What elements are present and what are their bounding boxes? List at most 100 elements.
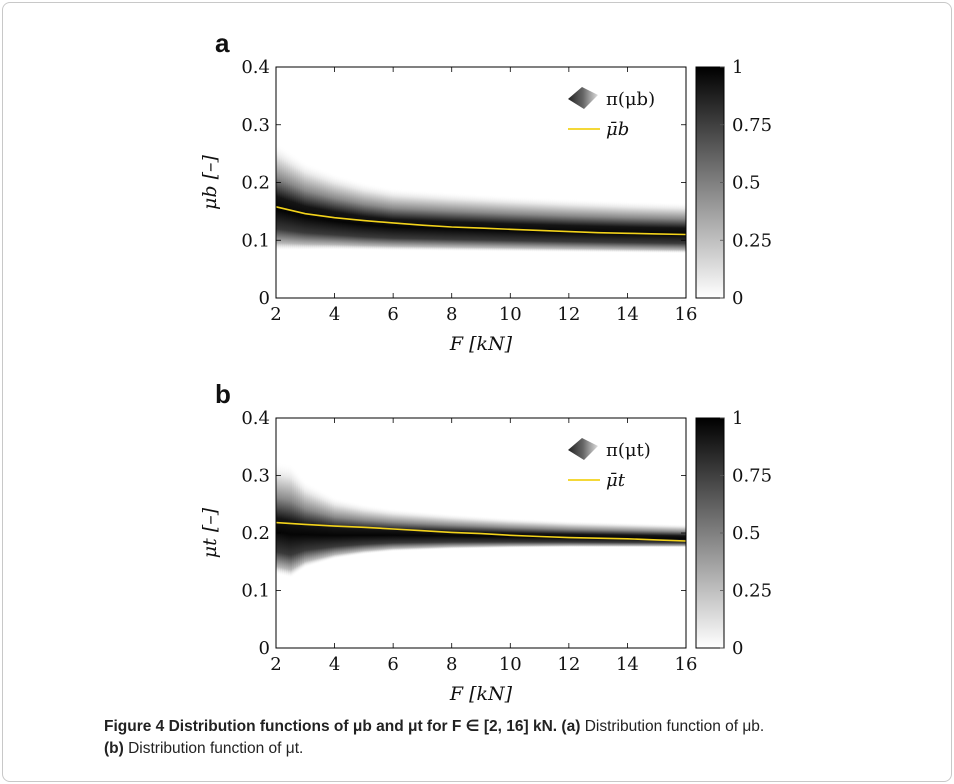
density-strip [380,506,383,553]
density-strip [320,489,323,563]
density-strip [530,519,533,548]
density-strip [392,508,395,552]
density-strip [492,516,495,549]
density-strip [364,504,367,555]
density-strip [676,524,679,548]
density-strip [322,490,325,563]
x-tick-label: 10 [499,304,522,325]
density-strip [556,520,559,548]
caption-label: Figure 4 [104,718,165,735]
density-strip [298,157,301,251]
density-strip [394,188,397,251]
density-strip [600,521,603,548]
density-strip [554,197,557,253]
density-strip [390,187,393,251]
density-strip [308,163,311,251]
density-strip [342,176,345,251]
density-strip [478,193,481,252]
density-strip [276,142,279,251]
density-strip [684,202,687,254]
density-strip [666,202,669,254]
density-strip [282,462,285,577]
colorbar-tick-label: 0.5 [732,173,761,194]
density-strip [556,198,559,253]
density-strip [378,506,381,553]
density-strip [384,186,387,251]
density-strip [612,200,615,253]
density-strip [546,197,549,253]
density-strip [528,196,531,252]
density-strip [574,521,577,548]
density-strip [532,519,535,548]
density-strip [666,523,669,548]
density-strip [608,522,611,548]
density-strip [456,192,459,252]
density-strip [536,519,539,548]
y-axis-label: μt [–] [199,507,221,558]
x-tick-label: 8 [446,304,457,325]
density-strip [640,523,643,548]
density-strip [302,160,305,251]
density-strip [566,198,569,253]
density-strip [348,500,351,557]
density-strip [374,506,377,554]
density-strip [392,188,395,251]
y-tick-label: 0 [259,288,270,309]
density-strip [436,191,439,252]
density-strip [572,198,575,253]
density-strip [500,517,503,549]
density-strip [542,519,545,548]
density-strip [440,191,443,252]
density-strip [508,517,511,548]
x-tick-label: 2 [270,304,281,325]
panel-label: a [215,28,230,58]
density-strip [514,196,517,252]
density-strip [610,522,613,548]
density-strip [480,194,483,252]
panel-label: b [215,379,231,409]
density-strip [584,521,587,548]
density-strip [368,505,371,554]
density-strip [358,181,361,251]
density-strip [648,523,651,548]
density-strip [280,145,283,251]
density-strip [508,195,511,252]
colorbar [695,66,725,299]
y-tick-label: 0.1 [241,230,270,251]
density-strip [602,200,605,253]
density-strip [374,184,377,251]
density-strip [568,520,571,548]
density-strip [644,201,647,254]
density-strip [668,523,671,548]
density-strip [318,167,321,251]
density-strip [622,200,625,253]
density-strip [294,469,297,575]
density-strip [654,523,657,548]
density-strip [658,201,661,254]
density-strip [290,152,293,251]
density-strip [672,202,675,254]
density-strip [290,464,293,578]
density-strip [328,171,331,251]
density-strip [482,516,485,549]
density-strip [398,509,401,552]
density-strip [388,508,391,552]
density-strip [676,202,679,254]
density-strip [288,151,291,251]
density-strip [634,522,637,548]
density-strip [344,499,347,558]
density-strip [438,191,441,252]
density-strip [332,173,335,251]
density-strip [626,200,629,253]
density-strip [396,188,399,251]
density-strip [320,168,323,251]
density-strip [326,170,329,251]
density-strip [598,521,601,548]
x-axis-label: F [kN] [449,683,513,705]
density-strip [510,195,513,252]
density-strip [538,197,541,253]
density-strip [544,519,547,548]
density-strip [480,516,483,549]
density-strip [492,194,495,252]
density-strip [398,188,401,251]
